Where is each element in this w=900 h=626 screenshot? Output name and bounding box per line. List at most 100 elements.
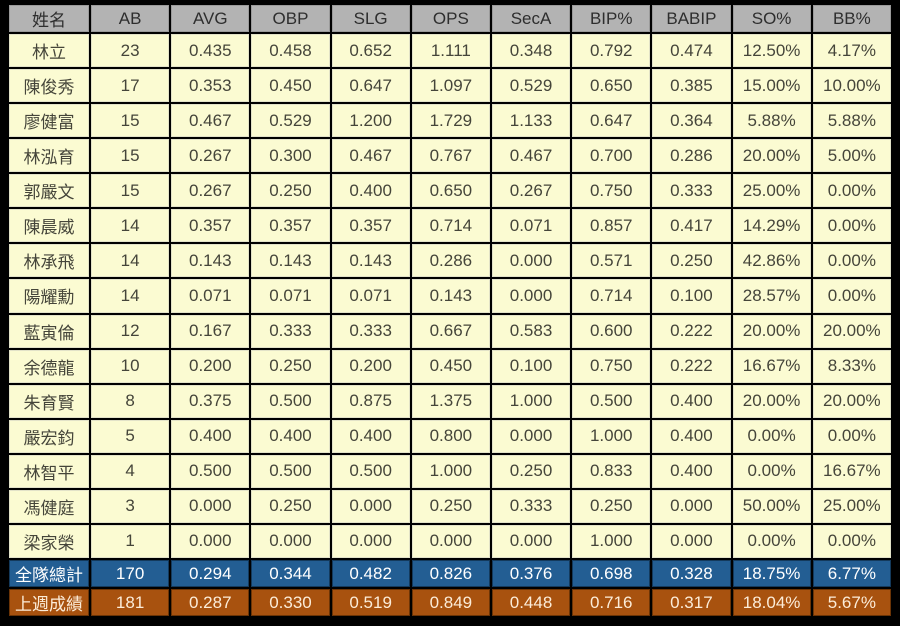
stats-table: 姓名 AB AVG OBP SLG OPS SecA BIP% BABIP SO% BB% 林立 23…	[7, 3, 893, 618]
stat-cell: 0.353	[171, 69, 250, 103]
stat-cell: 0.400	[171, 419, 250, 453]
stat-cell: 0.357	[171, 209, 250, 243]
header-cell-stat: OBP	[251, 5, 330, 32]
stat-cell: 0.348	[491, 34, 571, 68]
stat-cell: 14.29%	[732, 209, 811, 243]
stat-cell: 0.200	[331, 349, 410, 383]
header-row: 姓名 AB AVG OBP SLG OPS SecA BIP% BABIP SO% BB%	[9, 5, 891, 32]
stat-cell: 0.250	[572, 489, 651, 523]
stat-cell: 0.500	[572, 384, 651, 418]
stat-cell: 0.200	[171, 349, 250, 383]
stat-cell: 12	[91, 314, 170, 348]
player-name-cell: 余德龍	[9, 349, 89, 383]
summary-stat-cell: 0.376	[491, 560, 571, 587]
stat-cell: 8	[91, 384, 170, 418]
team-total-row: 全隊總計 170 0.294 0.344 0.482 0.826 0.376 0.698 0.3…	[9, 560, 891, 587]
stat-cell: 5.00%	[812, 139, 891, 173]
stat-cell: 20.00%	[732, 139, 811, 173]
stat-cell: 0.222	[652, 349, 731, 383]
player-name-cell: 陽耀勳	[9, 279, 89, 313]
header-cell-stat: OPS	[411, 5, 490, 32]
summary-stat-cell: 0.849	[411, 589, 490, 616]
stat-cell: 0.652	[331, 34, 410, 68]
stat-cell: 16.67%	[732, 349, 811, 383]
stat-cell: 1.000	[572, 419, 651, 453]
stat-cell: 0.000	[491, 524, 571, 558]
player-name-cell: 廖健富	[9, 104, 89, 138]
stat-cell: 0.250	[251, 349, 330, 383]
stat-cell: 0.250	[411, 489, 490, 523]
stat-cell: 0.650	[572, 69, 651, 103]
stat-cell: 0.267	[171, 174, 250, 208]
stat-cell: 0.417	[652, 209, 731, 243]
header-cell-stat: AB	[91, 5, 170, 32]
player-name-cell: 馮健庭	[9, 489, 89, 523]
stat-cell: 25.00%	[812, 489, 891, 523]
stat-cell: 0.571	[572, 244, 651, 278]
stat-cell: 20.00%	[732, 384, 811, 418]
stat-cell: 0.467	[171, 104, 250, 138]
summary-stat-cell: 0.287	[171, 589, 250, 616]
stat-cell: 1.200	[331, 104, 410, 138]
stat-cell: 0.583	[491, 314, 571, 348]
stat-cell: 0.00%	[812, 419, 891, 453]
stat-cell: 15	[91, 174, 170, 208]
stat-cell: 0.458	[251, 34, 330, 68]
summary-stat-cell: 18.75%	[732, 560, 811, 587]
table-body: 林立 23 0.435 0.458 0.652 1.111 0.348 0.792 0.474 1…	[9, 34, 891, 558]
stat-cell: 23	[91, 34, 170, 68]
stat-cell: 10.00%	[812, 69, 891, 103]
stat-cell: 0.00%	[812, 244, 891, 278]
stat-cell: 0.250	[251, 174, 330, 208]
table-row: 陳晨威 14 0.357 0.357 0.357 0.714 0.071 0.857 0.417…	[9, 209, 891, 243]
stat-cell: 0.071	[331, 279, 410, 313]
stat-cell: 0.600	[572, 314, 651, 348]
stat-cell: 0.000	[411, 524, 490, 558]
stat-cell: 0.857	[572, 209, 651, 243]
player-name-cell: 嚴宏鈞	[9, 419, 89, 453]
stat-cell: 0.833	[572, 454, 651, 488]
player-name-cell: 林立	[9, 34, 89, 68]
player-name-cell: 陳俊秀	[9, 69, 89, 103]
summary-stat-cell: 170	[91, 560, 170, 587]
stat-cell: 0.333	[251, 314, 330, 348]
player-name-cell: 郭嚴文	[9, 174, 89, 208]
stat-cell: 1.729	[411, 104, 490, 138]
stat-cell: 0.000	[331, 524, 410, 558]
table-row: 郭嚴文 15 0.267 0.250 0.400 0.650 0.267 0.750 0.333…	[9, 174, 891, 208]
stat-cell: 0.333	[331, 314, 410, 348]
table-row: 林泓育 15 0.267 0.300 0.467 0.767 0.467 0.700 0.286…	[9, 139, 891, 173]
stat-cell: 0.222	[652, 314, 731, 348]
table-row: 馮健庭 3 0.000 0.250 0.000 0.250 0.333 0.250 0.000 5…	[9, 489, 891, 523]
stat-cell: 0.647	[572, 104, 651, 138]
stat-cell: 0.467	[491, 139, 571, 173]
table-head: 姓名 AB AVG OBP SLG OPS SecA BIP% BABIP SO% BB%	[9, 5, 891, 32]
summary-stat-cell: 18.04%	[732, 589, 811, 616]
stat-cell: 0.767	[411, 139, 490, 173]
stat-cell: 0.000	[491, 244, 571, 278]
stat-cell: 28.57%	[732, 279, 811, 313]
stat-cell: 0.450	[251, 69, 330, 103]
stat-cell: 0.000	[251, 524, 330, 558]
summary-stat-cell: 6.77%	[812, 560, 891, 587]
stat-cell: 15.00%	[732, 69, 811, 103]
stat-cell: 5.88%	[812, 104, 891, 138]
stat-cell: 0.00%	[812, 524, 891, 558]
summary-label-cell: 上週成績	[9, 589, 89, 616]
stat-cell: 0.300	[251, 139, 330, 173]
stat-cell: 0.143	[171, 244, 250, 278]
stat-cell: 0.375	[171, 384, 250, 418]
header-cell-stat: SO%	[732, 5, 811, 32]
header-cell-stat: AVG	[171, 5, 250, 32]
table-row: 嚴宏鈞 5 0.400 0.400 0.400 0.800 0.000 1.000 0.400 0…	[9, 419, 891, 453]
stat-cell: 0.000	[491, 279, 571, 313]
header-cell-stat: BABIP	[652, 5, 731, 32]
summary-label-cell: 全隊總計	[9, 560, 89, 587]
stat-cell: 0.143	[251, 244, 330, 278]
player-name-cell: 朱育賢	[9, 384, 89, 418]
stat-cell: 0.357	[251, 209, 330, 243]
stat-cell: 0.500	[171, 454, 250, 488]
summary-stat-cell: 0.344	[251, 560, 330, 587]
stat-cell: 0.00%	[732, 419, 811, 453]
